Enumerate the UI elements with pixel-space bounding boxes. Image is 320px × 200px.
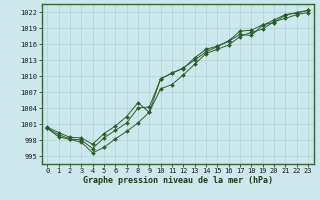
X-axis label: Graphe pression niveau de la mer (hPa): Graphe pression niveau de la mer (hPa) [83,176,273,185]
